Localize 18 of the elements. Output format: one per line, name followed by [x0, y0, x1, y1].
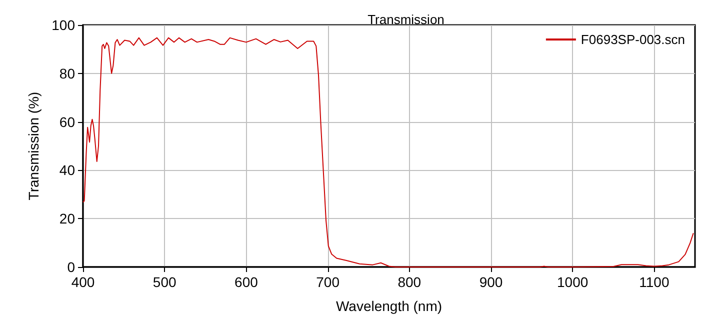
x-tick-label: 900: [479, 274, 503, 290]
y-tick-label: 60: [59, 114, 76, 130]
chart-title: Transmission: [368, 12, 444, 27]
legend-label: F0693SP-003.scn: [580, 32, 686, 47]
x-tick-label: 1100: [639, 274, 670, 290]
x-tick-label: 400: [71, 274, 95, 290]
x-tick-label: 700: [316, 274, 340, 290]
x-tick-label: 600: [234, 274, 258, 290]
y-tick-label: 40: [59, 162, 76, 178]
x-tick-label: 1000: [557, 274, 588, 290]
x-tick-label: 500: [152, 274, 176, 290]
x-axis-title: Wavelength (nm): [336, 298, 442, 314]
x-tick-label: 800: [398, 274, 422, 290]
y-tick-label: 100: [52, 17, 76, 33]
y-tick-label: 80: [59, 65, 76, 82]
y-axis-title: Transmission (%): [26, 92, 42, 200]
y-tick-label: 0: [67, 259, 76, 275]
y-tick-label: 20: [59, 210, 76, 227]
